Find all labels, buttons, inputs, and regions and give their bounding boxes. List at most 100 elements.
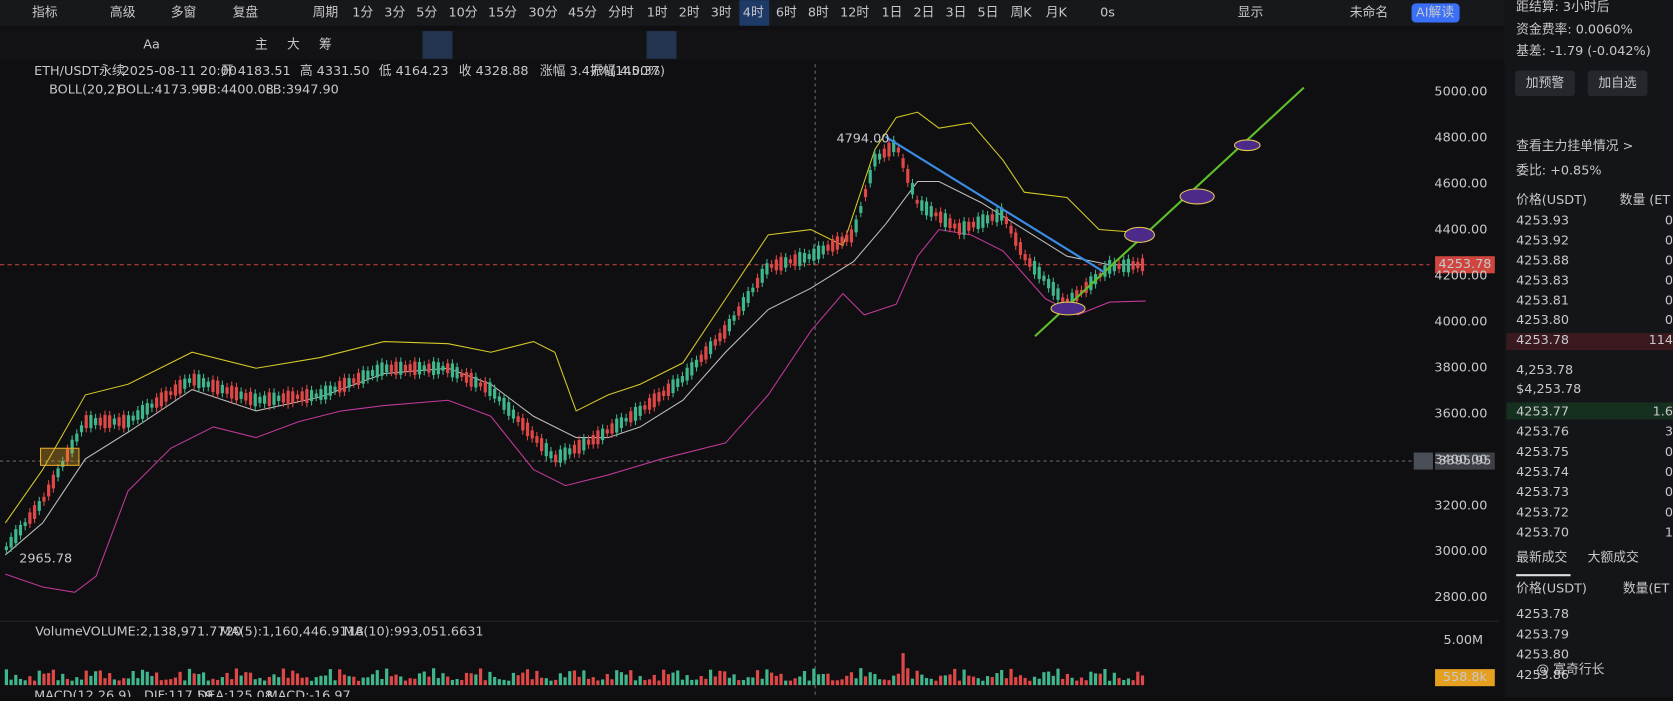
bid-price: 4253.76 [1516,425,1569,440]
candle-body [892,140,896,153]
candle-body [183,378,187,389]
candle-body [596,430,600,445]
ai-button[interactable] [1411,3,1460,23]
toolbar-item[interactable]: 周K [1010,5,1032,20]
toolbar-item[interactable]: 3日 [946,5,967,20]
label: 价格(USDT) [1516,581,1587,597]
link[interactable]: 查看主力挂单情况 > [1516,138,1633,154]
volume-bar [854,678,858,686]
candle-body [305,389,309,403]
tab[interactable]: 大额成交 [1588,550,1639,566]
toolbar-item[interactable]: 4时 [743,5,764,20]
toolbar-item[interactable]: 30分 [529,5,558,20]
toolbar-item[interactable]: 复盘 [233,4,259,20]
tool-active[interactable] [422,31,453,59]
toolbar-item[interactable]: 15分 [488,5,517,20]
candle-body [432,361,436,376]
button[interactable] [1515,70,1575,97]
add-button[interactable] [1413,452,1433,470]
boll-lower [5,228,1146,593]
toolbar-item[interactable]: 显示 [1238,5,1264,20]
volume-bar [849,672,854,686]
draw-tool[interactable]: 大 [287,37,300,52]
y-tick-label: 2800.00 [1434,590,1487,605]
tab[interactable]: 最新成交 [1516,550,1567,566]
button[interactable] [1587,70,1648,97]
volume-bar [178,671,182,686]
volume-bar [1084,680,1088,686]
candle-body [493,388,497,399]
toolbar-item[interactable]: 多窗 [171,5,197,20]
volume-bar [976,678,980,686]
volume-bar [591,677,595,686]
tool-active[interactable] [646,31,677,59]
candle-body [263,395,267,404]
toolbar-item[interactable]: 3时 [711,5,732,20]
candle-body [896,147,900,153]
candle-body [1047,278,1051,289]
marker [1233,139,1261,152]
candle-body [352,378,356,384]
toolbar-item[interactable]: 0s [1100,5,1115,20]
volume-bar [568,671,572,686]
button[interactable]: 加自选 [1598,76,1637,91]
candle-body [23,522,27,527]
candle-body [859,206,863,213]
volume-bar [1051,675,1055,686]
toolbar-item[interactable]: 1日 [882,5,903,20]
toolbar-item[interactable]: 5日 [978,5,999,20]
toolbar-item[interactable]: 2时 [679,5,700,20]
volume-box [1435,669,1495,687]
volume-bar [737,680,741,686]
toolbar-item[interactable]: 分时 [608,5,634,20]
candle-body [1042,275,1046,281]
bid-price: 4253.75 [1516,445,1569,460]
candle-body [361,370,365,384]
bid-qty: 0 [1665,485,1673,500]
candle-body [112,418,116,425]
draw-tool[interactable]: 筹 [319,36,332,52]
volume-bar [103,678,107,686]
toolbar-item[interactable]: 高级 [110,4,136,20]
toolbar-item[interactable]: 6时 [776,5,797,20]
toolbar-item[interactable]: 8时 [808,5,829,20]
volume-bar [84,670,88,686]
toolbar-item[interactable]: 45分 [568,5,597,20]
volume-bar [699,676,703,686]
toolbar-item[interactable]: 指标 [32,5,58,20]
label: 资金费率: 0.0060% [1516,22,1633,38]
candle-body [37,501,41,511]
candle-body [291,391,295,404]
candle-body [957,223,962,235]
toolbar-item[interactable]: 5分 [416,5,437,20]
toolbar-item[interactable]: 10分 [449,5,478,20]
candle-body [802,253,807,263]
boll-upper [4,111,1142,524]
toolbar-item[interactable]: 1时 [647,5,668,20]
toolbar-item[interactable]: 月K [1046,5,1068,20]
toolbar-item[interactable]: 未命名 [1350,4,1388,20]
low-mark: 2965.78 [19,552,72,567]
trade-price: 4253.86 [1516,668,1569,683]
candle-body [666,383,670,396]
button[interactable]: 加预警 [1526,75,1565,91]
toolbar-item[interactable]: 2日 [914,5,935,20]
draw-tool[interactable]: 主 [255,37,268,52]
draw-tool[interactable]: Aa [143,37,160,52]
toolbar-item[interactable]: 12时 [840,5,869,20]
volume-bar [314,677,318,686]
toolbar-item[interactable]: 1分 [352,5,373,20]
volume-bar [328,669,332,686]
toolbar-item[interactable]: 周期 [313,5,339,20]
candle-body [1014,232,1018,246]
volume-bar [42,673,46,686]
volume-bar [169,679,173,686]
highlight-box [40,447,80,466]
bid-qty: 1.6 [1653,404,1673,419]
volume-bar [488,671,492,686]
candle-body [126,415,131,428]
toolbar-item[interactable]: 3分 [384,5,405,20]
candle-body [408,364,412,373]
volume-bar [126,678,131,686]
toolbar-item[interactable]: AI解读 [1416,5,1454,20]
